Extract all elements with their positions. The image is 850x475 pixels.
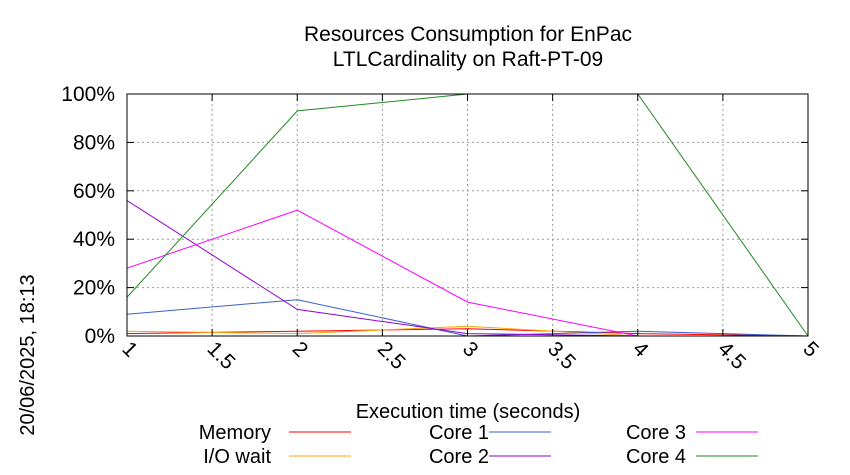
series-line-memory — [126, 328, 809, 337]
y-tick-label: 100% — [61, 83, 115, 106]
x-tick-label: 4 — [628, 337, 653, 362]
x-tick-label: 3 — [458, 337, 483, 362]
legend-label-core-2: Core 2 — [429, 446, 489, 468]
timestamp-label: 20/06/2025, 18:13 — [17, 274, 39, 435]
legend-label-core-1: Core 1 — [429, 422, 489, 444]
y-tick-label: 40% — [73, 228, 115, 251]
x-tick-label: 2 — [288, 337, 313, 362]
y-tick-label: 20% — [73, 277, 115, 300]
legend-label-core-4: Core 4 — [626, 446, 686, 468]
y-tick-label: 0% — [85, 325, 115, 348]
x-tick-label: 4.5 — [713, 337, 750, 374]
legend-label-core-3: Core 3 — [626, 422, 686, 444]
legend-label-memory: Memory — [199, 422, 271, 444]
y-tick-label: 60% — [73, 180, 115, 203]
y-axis: 0% 20% 40% 60% 80% 100% — [61, 83, 808, 348]
x-tick-label: 1.5 — [203, 337, 240, 374]
y-tick-label: 80% — [73, 131, 115, 154]
x-tick-label: 5 — [798, 337, 823, 362]
grid — [127, 94, 808, 336]
x-tick-label: 3.5 — [543, 337, 580, 374]
chart-title: Resources Consumption for EnPac — [304, 23, 632, 46]
x-tick-label: 1 — [117, 337, 142, 362]
chart-subtitle: LTLCardinality on Raft-PT-09 — [333, 48, 603, 71]
x-tick-label: 2.5 — [373, 337, 410, 374]
x-axis-label: Execution time (seconds) — [356, 401, 581, 423]
legend-label-i-o-wait: I/O wait — [203, 446, 271, 468]
